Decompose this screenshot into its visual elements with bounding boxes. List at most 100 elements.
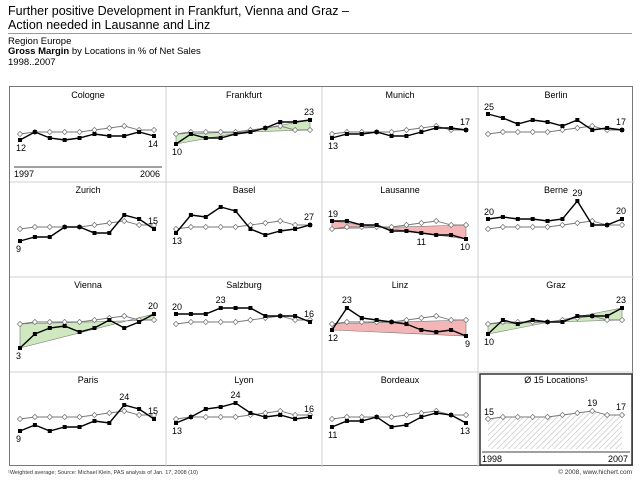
peak-label: 29 xyxy=(572,188,582,198)
location-point xyxy=(263,415,268,419)
location-line xyxy=(331,307,467,337)
average-point xyxy=(462,316,470,324)
location-point xyxy=(278,120,283,124)
average-point xyxy=(172,130,180,138)
location-point xyxy=(434,411,439,415)
average-point xyxy=(121,122,128,130)
location-point xyxy=(137,217,142,221)
location-point xyxy=(515,122,520,126)
average-point xyxy=(618,316,626,324)
measure-label: Gross Margin by Locations in % of Net Sa… xyxy=(8,46,201,57)
location-point xyxy=(560,320,565,324)
end-label: 15 xyxy=(148,406,158,416)
location-point xyxy=(605,126,610,130)
average-point xyxy=(484,225,492,233)
peak-label: 23 xyxy=(216,295,226,305)
average-line xyxy=(175,220,310,230)
location-point xyxy=(107,318,112,322)
location-point xyxy=(18,138,22,142)
location-point xyxy=(174,231,178,235)
location-point xyxy=(308,223,312,227)
average-line xyxy=(175,125,310,135)
end-label: 17 xyxy=(460,117,470,127)
panel-frankfurt: Frankfurt 10 23 xyxy=(172,90,314,157)
copyright: © 2008, www.hichert.com xyxy=(558,469,632,476)
average-point xyxy=(418,219,425,227)
average-point xyxy=(514,413,521,421)
average-point xyxy=(16,130,24,138)
location-point xyxy=(486,332,490,336)
peak-label: 23 xyxy=(342,295,352,305)
average-point xyxy=(31,413,39,421)
panel-bordeaux: Bordeaux 11 13 xyxy=(328,375,470,440)
location-point xyxy=(389,425,394,429)
location-point xyxy=(464,128,468,132)
average-point xyxy=(217,413,224,421)
start-label: 20 xyxy=(484,207,494,217)
panel-title: Linz xyxy=(392,280,409,290)
average-point xyxy=(559,411,566,419)
average-point xyxy=(202,318,209,326)
location-point xyxy=(404,134,409,138)
location-point xyxy=(62,138,67,142)
average-point xyxy=(484,320,492,328)
average-point xyxy=(172,415,180,423)
average-point xyxy=(589,122,596,130)
end-label: 13 xyxy=(460,426,470,436)
peak-label: 11 xyxy=(417,237,426,247)
location-line xyxy=(19,214,155,242)
end-label: 17 xyxy=(616,117,626,127)
panel-title: Basel xyxy=(233,185,256,195)
location-point xyxy=(203,215,208,219)
average-line xyxy=(331,315,466,325)
average-line xyxy=(19,220,154,230)
location-point xyxy=(122,213,127,217)
end-label: 23 xyxy=(616,295,626,305)
location-point xyxy=(404,423,409,427)
location-line xyxy=(487,199,623,226)
average-point xyxy=(217,223,224,231)
location-point xyxy=(233,401,238,405)
end-label: 16 xyxy=(304,404,314,414)
average-point xyxy=(618,221,626,229)
location-point xyxy=(152,134,156,138)
end-label: 15 xyxy=(148,216,158,226)
location-point xyxy=(545,320,550,324)
average-point xyxy=(358,318,365,326)
location-point xyxy=(32,130,37,134)
period-label: 1998..2007 xyxy=(8,57,56,68)
location-point xyxy=(434,330,439,334)
average-point xyxy=(328,415,336,423)
location-point xyxy=(575,314,580,318)
location-point xyxy=(152,312,156,316)
average-point xyxy=(559,221,566,229)
location-point xyxy=(374,415,379,419)
location-point xyxy=(62,425,67,429)
location-point xyxy=(434,126,439,130)
location-point xyxy=(530,118,535,122)
average-point xyxy=(76,128,83,136)
location-line xyxy=(176,307,311,323)
location-point xyxy=(308,415,312,419)
average-point xyxy=(529,223,536,231)
average-line xyxy=(487,220,622,230)
location-point xyxy=(359,316,364,320)
average-point xyxy=(262,219,269,227)
average-point xyxy=(544,128,551,136)
start-label: 10 xyxy=(172,147,182,157)
location-point xyxy=(18,429,22,433)
location-point xyxy=(344,306,349,310)
location-point xyxy=(203,312,208,316)
location-point xyxy=(248,306,253,310)
location-point xyxy=(107,134,112,138)
location-point xyxy=(590,128,595,132)
location-line xyxy=(331,127,467,139)
location-point xyxy=(500,215,505,219)
header-rule xyxy=(8,33,632,34)
panel-berlin: Berlin 25 17 xyxy=(484,90,626,138)
location-point xyxy=(188,132,193,136)
average-point xyxy=(291,221,299,229)
average-line xyxy=(331,220,466,230)
average-point xyxy=(202,128,209,136)
location-point xyxy=(308,118,312,122)
